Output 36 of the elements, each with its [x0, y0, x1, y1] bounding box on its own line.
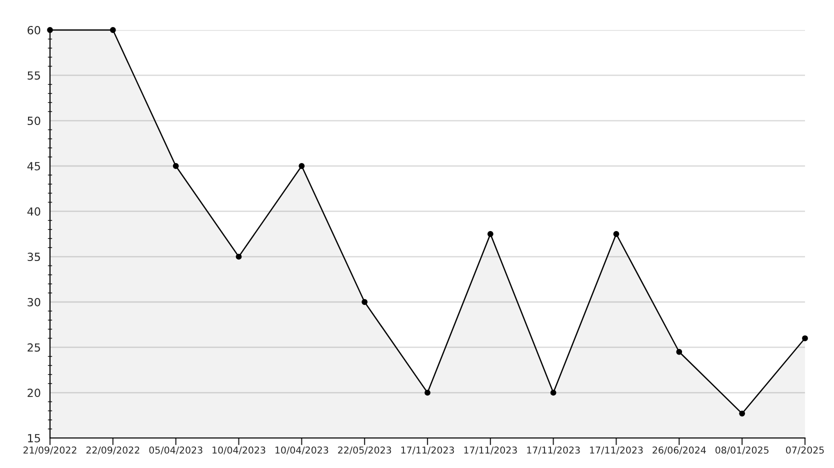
x-tick-label: 22/09/2022: [86, 446, 140, 454]
point: [550, 390, 556, 396]
x-tick-label: 17/11/2023: [590, 446, 643, 454]
y-tick-label: 20: [28, 388, 40, 398]
point: [362, 299, 368, 305]
point: [487, 231, 494, 237]
y-tick-label: 15: [28, 434, 40, 442]
point: [676, 348, 682, 355]
y-tick-label: 55: [28, 71, 40, 80]
x-tick-label: 17/11/2023: [464, 446, 517, 454]
y-tick-label: 40: [27, 207, 40, 216]
x-tick-label: 10/04/2023: [275, 446, 328, 454]
y-tick-label: 25: [28, 343, 40, 352]
x-tick-label: 22/05/2023: [338, 446, 392, 454]
x-tick-label: 17/11/2023: [401, 446, 454, 454]
x-tick-label: 08/01/2025: [715, 446, 768, 454]
x-tick-label: 05/04/2023: [149, 446, 202, 454]
x-tick-label: 21/09/2022: [23, 446, 76, 454]
point: [172, 163, 179, 169]
point: [424, 390, 430, 396]
y-tick-label: 45: [27, 162, 40, 170]
point: [613, 231, 620, 237]
x-tick-label: 26/06/2024: [652, 446, 706, 454]
x-tick-label: 17/11/2023: [527, 446, 580, 454]
y-tick-label: 35: [28, 252, 40, 262]
point: [236, 254, 242, 260]
x-tick-label: 10/04/2023: [212, 446, 266, 454]
y-tick-label: 30: [28, 298, 40, 306]
point: [802, 335, 808, 342]
point: [739, 410, 746, 416]
x-tick-label: 07/2025: [786, 446, 824, 454]
y-tick-label: 50: [28, 116, 40, 126]
y-tick-label: 60: [28, 26, 40, 34]
point: [110, 27, 116, 33]
point: [298, 163, 305, 169]
point: [47, 27, 53, 33]
